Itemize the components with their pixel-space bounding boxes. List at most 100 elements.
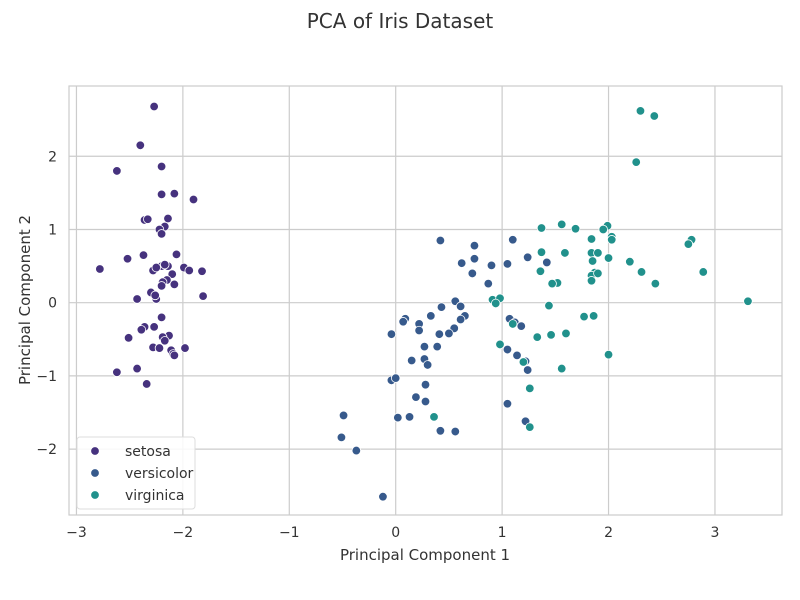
versicolor-point (426, 311, 436, 321)
virginica-point (743, 296, 753, 306)
setosa-point (169, 279, 180, 290)
virginica-point (631, 157, 641, 167)
versicolor-point (436, 302, 447, 312)
setosa-point (136, 325, 147, 335)
legend: setosa versicolor virginica (76, 436, 196, 510)
setosa-point (160, 336, 170, 346)
x-tick-label: 2 (604, 525, 613, 541)
virginica-point (650, 278, 661, 289)
virginica-point (495, 339, 505, 350)
legend-label-setosa: setosa (125, 444, 171, 460)
versicolor-point (420, 379, 431, 390)
y-tick-label: −2 (36, 442, 57, 458)
versicolor-point (483, 278, 493, 289)
setosa-point (143, 214, 153, 224)
virginica-point (586, 234, 597, 244)
virginica-point (546, 330, 556, 340)
versicolor-point (414, 325, 424, 336)
versicolor-point (455, 301, 466, 312)
setosa-point (150, 290, 160, 301)
setosa-point (184, 265, 194, 276)
x-tick-label: −1 (279, 525, 300, 541)
virginica-point (525, 422, 535, 432)
virginica-point (649, 111, 659, 121)
virginica-point (635, 106, 646, 116)
setosa-point (132, 294, 142, 304)
virginica-point (586, 276, 597, 286)
versicolor-point (502, 344, 513, 355)
setosa-point (122, 254, 133, 264)
versicolor-point (467, 268, 478, 279)
setosa-point (156, 161, 167, 172)
versicolor-point (419, 341, 430, 352)
virginica-point (593, 248, 603, 258)
versicolor-point (434, 329, 445, 339)
virginica-point (570, 224, 581, 234)
versicolor-point (435, 235, 446, 246)
virginica-point (636, 267, 647, 277)
virginica-point (579, 311, 589, 322)
y-tick-label: 0 (48, 296, 57, 312)
virginica-point (593, 268, 603, 279)
legend-marker-versicolor (90, 468, 100, 478)
setosa-point (151, 262, 161, 273)
virginica-point (536, 223, 547, 233)
versicolor-point (512, 350, 522, 361)
legend-label-virginica: virginica (125, 488, 185, 504)
setosa-point (167, 269, 177, 279)
setosa-point (138, 250, 149, 260)
versicolor-point (455, 314, 466, 325)
setosa-point (156, 312, 167, 323)
versicolor-point (336, 432, 347, 443)
virginica-point (625, 256, 635, 267)
versicolor-point (386, 329, 397, 339)
versicolor-point (391, 373, 401, 383)
virginica-point (508, 319, 518, 329)
virginica-point (535, 266, 546, 276)
x-tick-label: 0 (391, 525, 400, 541)
setosa-point (156, 281, 167, 291)
setosa-point (160, 259, 170, 270)
x-tick-label: −2 (173, 525, 194, 541)
legend-marker-setosa (90, 446, 100, 456)
y-axis-label: Principal Component 2 (16, 215, 34, 385)
setosa-point (149, 322, 159, 332)
virginica-point (557, 363, 567, 374)
virginica-point (560, 248, 570, 258)
versicolor-point (469, 240, 480, 251)
versicolor-point (378, 491, 388, 502)
setosa-point (132, 363, 142, 374)
virginica-point (544, 300, 554, 311)
versicolor-point (444, 328, 454, 339)
setosa-point (198, 291, 208, 301)
setosa-point (95, 264, 105, 274)
setosa-point (149, 101, 159, 112)
setosa-point (156, 229, 167, 239)
setosa-point (154, 343, 165, 353)
virginica-point (518, 357, 529, 367)
y-tick-label: 1 (48, 222, 57, 238)
versicolor-point (338, 410, 349, 421)
versicolor-point (411, 392, 421, 402)
versicolor-point (450, 426, 460, 437)
legend-marker-virginica (90, 490, 100, 500)
virginica-point (557, 219, 567, 230)
x-tick-label: 3 (710, 525, 719, 541)
virginica-point (536, 247, 547, 257)
versicolor-point (469, 254, 480, 264)
virginica-point (588, 311, 599, 321)
setosa-point (156, 189, 167, 200)
virginica-point (491, 298, 501, 309)
setosa-point (169, 188, 180, 199)
versicolor-point (516, 321, 526, 331)
versicolor-point (508, 235, 518, 245)
virginica-point (603, 253, 614, 263)
setosa-point (180, 343, 190, 353)
x-tick-label: 1 (498, 525, 507, 541)
setosa-point (123, 333, 134, 343)
versicolor-point (502, 259, 513, 269)
setosa-point (163, 213, 173, 224)
virginica-point (683, 239, 694, 249)
x-tick-label: −3 (66, 525, 87, 541)
